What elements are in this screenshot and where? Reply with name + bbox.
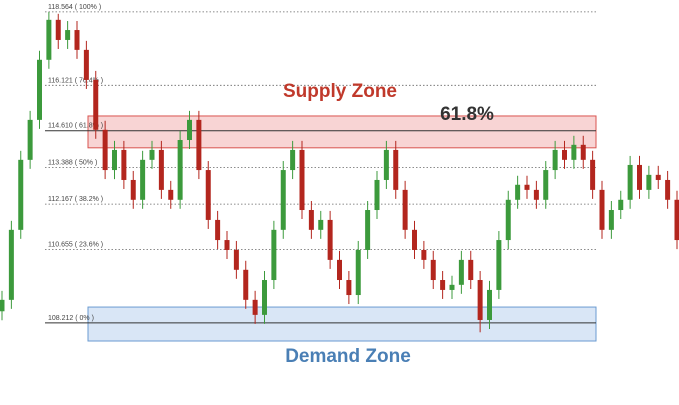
candle-body bbox=[402, 189, 408, 230]
candle-body bbox=[27, 119, 33, 160]
candle-body bbox=[121, 149, 127, 180]
supply-zone bbox=[87, 115, 597, 149]
candle-body bbox=[158, 149, 164, 190]
candle-body bbox=[430, 259, 436, 281]
candle-body bbox=[674, 199, 679, 241]
candle-body bbox=[233, 249, 239, 270]
fib-label: 118.564 ( 100% ) bbox=[48, 4, 101, 11]
candle-body bbox=[646, 174, 652, 190]
candle-body bbox=[618, 199, 624, 211]
candle-body bbox=[543, 170, 549, 200]
fib-label: 108.212 ( 0% ) bbox=[48, 315, 94, 322]
candle-body bbox=[327, 219, 333, 260]
fib-label: 113.388 ( 50% ) bbox=[48, 159, 97, 166]
candle-body bbox=[599, 189, 605, 230]
candle-body bbox=[140, 159, 146, 200]
candle-body bbox=[496, 240, 502, 290]
candle-body bbox=[608, 210, 614, 230]
candle-body bbox=[627, 164, 633, 200]
candle-body bbox=[365, 210, 371, 250]
plot: 118.564 ( 100% ) 116.121 ( 76.4% ) 114.610… bbox=[0, 4, 679, 342]
candle-body bbox=[374, 179, 380, 211]
candle-body bbox=[243, 269, 249, 300]
candle-body bbox=[665, 179, 671, 200]
candle-body bbox=[280, 170, 286, 230]
candle-body bbox=[393, 149, 399, 190]
candle-body bbox=[571, 144, 577, 160]
candle-body bbox=[177, 140, 183, 200]
candle-body bbox=[290, 149, 296, 171]
candle-body bbox=[37, 59, 42, 120]
candle-body bbox=[46, 19, 52, 60]
fib-label: 112.167 ( 38.2% ) bbox=[48, 196, 103, 203]
candle-body bbox=[102, 129, 108, 171]
candle-body bbox=[383, 149, 389, 180]
candle-body bbox=[18, 159, 24, 230]
candle-body bbox=[83, 49, 89, 80]
supply-zone-label: Supply Zone bbox=[283, 81, 397, 102]
candle-body bbox=[505, 199, 511, 241]
candle-body bbox=[168, 189, 174, 200]
candle-body bbox=[440, 280, 446, 290]
candle-body bbox=[487, 289, 492, 320]
demand-zone-label: Demand Zone bbox=[285, 346, 411, 367]
candle-body bbox=[318, 219, 324, 230]
fib-label: 114.610 ( 61.8% ) bbox=[48, 123, 103, 130]
candle-body bbox=[93, 79, 99, 130]
candle-body bbox=[562, 149, 567, 160]
fib-label: 110.655 ( 23.6% ) bbox=[48, 242, 103, 249]
candle-body bbox=[468, 259, 474, 281]
candle-body bbox=[299, 149, 305, 211]
candle-body bbox=[355, 249, 361, 296]
candle-body bbox=[65, 30, 71, 40]
candle-body bbox=[215, 219, 221, 241]
candle-body bbox=[449, 284, 455, 290]
candle-body bbox=[8, 229, 14, 300]
annotation: 61.8% bbox=[440, 104, 494, 125]
candle-body bbox=[187, 119, 192, 141]
candle-body bbox=[149, 149, 155, 160]
candle-body bbox=[421, 249, 427, 260]
candle-body bbox=[515, 184, 521, 200]
candle-body bbox=[477, 280, 483, 320]
candle-body bbox=[580, 144, 586, 160]
candle-body bbox=[130, 179, 136, 200]
candle-body bbox=[112, 149, 117, 171]
candle-body bbox=[524, 184, 530, 190]
candle-body bbox=[308, 210, 314, 230]
candle-body bbox=[533, 189, 539, 200]
demand-zone bbox=[87, 306, 597, 342]
candle-body bbox=[0, 299, 5, 312]
candle-body bbox=[271, 229, 277, 281]
candle-body bbox=[55, 19, 61, 40]
candle-body bbox=[458, 259, 464, 285]
candle-body bbox=[205, 170, 211, 220]
candle-body bbox=[346, 280, 352, 296]
candle-body bbox=[655, 174, 661, 180]
candle-body bbox=[590, 159, 596, 190]
candle-body bbox=[637, 164, 642, 190]
candle-body bbox=[412, 229, 417, 250]
fib-label: 116.121 ( 76.4% ) bbox=[48, 77, 103, 84]
candle-body bbox=[74, 30, 80, 50]
candle-body bbox=[337, 259, 342, 281]
candle-body bbox=[196, 119, 202, 171]
candle-body bbox=[252, 299, 258, 315]
candle-body bbox=[262, 280, 267, 315]
candle-body bbox=[552, 149, 558, 171]
candle-body bbox=[224, 240, 230, 250]
